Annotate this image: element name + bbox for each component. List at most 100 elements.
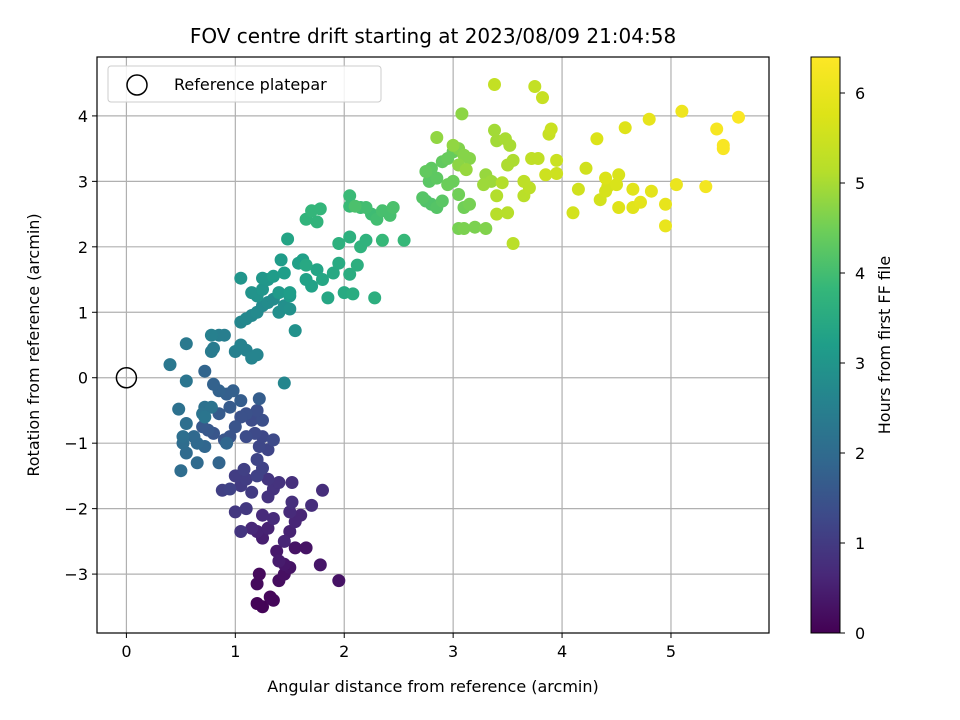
- data-point: [220, 436, 234, 450]
- data-point: [350, 258, 364, 272]
- data-point: [506, 237, 520, 250]
- data-point: [266, 433, 280, 447]
- data-point: [223, 482, 237, 496]
- x-tick-label: 0: [121, 642, 131, 661]
- data-point: [579, 161, 593, 175]
- data-point: [550, 153, 564, 167]
- colorbar-tick-label: 3: [855, 354, 865, 373]
- data-point: [571, 182, 585, 196]
- y-tick-label: 0: [78, 369, 88, 388]
- data-point: [266, 512, 280, 525]
- data-point: [226, 384, 240, 398]
- data-point: [634, 195, 647, 209]
- data-point: [256, 600, 269, 614]
- data-point: [288, 324, 302, 338]
- reference-point-circle-icon: [115, 366, 138, 389]
- data-point: [305, 498, 319, 512]
- data-point: [256, 508, 269, 522]
- y-tick-label: 2: [78, 238, 88, 257]
- data-point: [495, 176, 509, 190]
- data-point: [468, 220, 482, 234]
- data-point: [669, 178, 683, 192]
- data-point: [234, 394, 248, 408]
- y-axis-label: Rotation from reference (arcmin): [24, 213, 43, 476]
- legend-box: [107, 65, 382, 103]
- legend-marker-circle-icon: [126, 74, 148, 96]
- data-point: [250, 404, 264, 417]
- data-point: [430, 171, 444, 185]
- data-point: [281, 232, 295, 246]
- data-point: [659, 219, 672, 233]
- data-point: [176, 430, 190, 444]
- data-point: [207, 341, 220, 355]
- data-point: [536, 91, 549, 105]
- x-axis-label: Angular distance from reference (arcmin): [267, 677, 598, 696]
- data-point: [699, 180, 713, 194]
- data-point: [490, 207, 504, 221]
- data-point: [346, 287, 360, 301]
- y-tick-label: −2: [64, 500, 88, 519]
- data-point: [263, 590, 277, 604]
- data-point: [174, 464, 188, 478]
- plot-frame: [96, 56, 770, 634]
- data-point: [190, 456, 204, 470]
- colorbar-tick-label: 5: [855, 174, 865, 193]
- data-point: [675, 104, 689, 118]
- colorbar-tick-label: 0: [855, 624, 865, 643]
- data-point: [283, 505, 297, 519]
- data-point: [250, 348, 264, 362]
- data-point: [179, 337, 193, 351]
- data-point: [277, 266, 291, 280]
- data-point: [285, 495, 299, 509]
- data-point: [659, 197, 672, 211]
- data-point: [245, 286, 259, 300]
- data-point: [316, 273, 329, 286]
- data-point: [256, 413, 269, 427]
- data-point: [256, 282, 269, 296]
- y-tick-label: −1: [64, 434, 88, 453]
- data-point: [419, 165, 433, 178]
- data-point: [283, 302, 297, 316]
- data-point: [274, 253, 288, 267]
- data-point: [566, 206, 580, 220]
- data-point: [212, 456, 226, 470]
- data-point: [252, 567, 266, 581]
- data-point: [204, 328, 218, 342]
- data-point: [310, 215, 324, 229]
- data-point: [457, 222, 471, 235]
- data-point: [359, 233, 373, 247]
- data-point: [710, 122, 724, 136]
- data-point: [207, 377, 220, 391]
- x-tick-label: 4: [557, 642, 567, 661]
- data-point: [732, 110, 745, 124]
- data-point: [252, 440, 266, 453]
- data-point: [626, 182, 640, 196]
- chart-title: FOV centre drift starting at 2023/08/09 …: [190, 24, 676, 48]
- data-point: [490, 189, 504, 203]
- data-point: [488, 78, 501, 91]
- data-point: [299, 258, 313, 272]
- data-point: [272, 476, 286, 489]
- data-point: [599, 171, 613, 185]
- data-point: [332, 574, 346, 588]
- colorbar-gradient: [810, 56, 841, 634]
- data-point: [310, 263, 324, 277]
- data-point: [172, 402, 186, 416]
- data-point: [501, 206, 515, 220]
- data-point: [612, 168, 626, 182]
- colorbar-tick-label: 2: [855, 444, 865, 463]
- data-point: [610, 178, 623, 192]
- data-point: [441, 178, 455, 192]
- data-point: [245, 485, 259, 499]
- data-point: [446, 138, 460, 152]
- colorbar-label: Hours from first FF file: [875, 256, 894, 435]
- data-point: [294, 508, 308, 522]
- colorbar-tick-label: 4: [855, 264, 865, 283]
- y-tick-label: −3: [64, 565, 88, 584]
- data-point: [550, 167, 564, 180]
- data-point: [283, 525, 297, 538]
- grid-lines: [97, 57, 769, 633]
- data-point: [277, 376, 291, 390]
- data-point: [250, 453, 264, 466]
- y-tick-label: 4: [78, 107, 88, 126]
